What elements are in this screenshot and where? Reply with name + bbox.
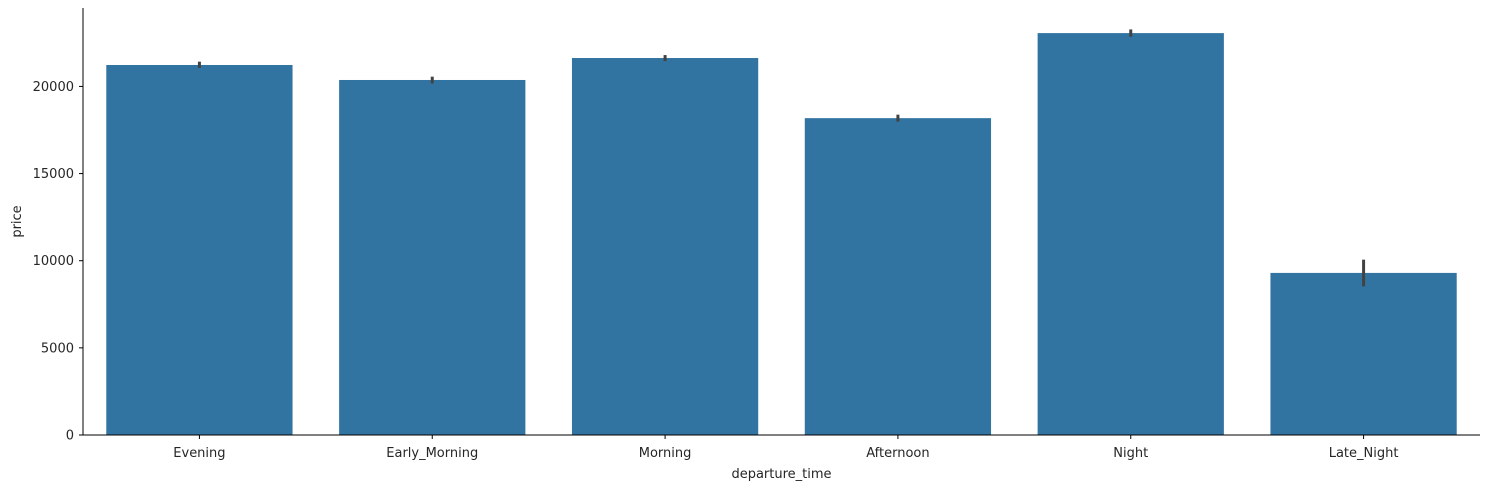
x-tick-label: Late_Night bbox=[1329, 446, 1399, 461]
bars-layer bbox=[106, 33, 1457, 436]
bar-afternoon bbox=[804, 118, 992, 436]
error-bars-layer bbox=[197, 29, 1366, 287]
y-tick-label: 20000 bbox=[33, 80, 74, 95]
x-axis-label: departure_time bbox=[731, 467, 831, 482]
y-tick-label: 10000 bbox=[33, 254, 74, 269]
x-tick-label: Early_Morning bbox=[386, 446, 478, 461]
axes-layer bbox=[82, 8, 1480, 436]
x-tick-label: Evening bbox=[173, 446, 225, 461]
y-ticks: 0 5000 10000 15000 20000 bbox=[33, 80, 83, 444]
x-tick-label: Afternoon bbox=[866, 446, 929, 461]
x-ticks: Evening Early_Morning Morning Afternoon Nigh… bbox=[173, 435, 1398, 461]
y-tick-label: 0 bbox=[66, 429, 74, 444]
bar-night bbox=[1037, 33, 1224, 436]
y-tick-label: 5000 bbox=[41, 341, 74, 356]
bar-late-night bbox=[1270, 272, 1457, 435]
x-tick-label: Morning bbox=[639, 446, 692, 461]
bar-early-morning bbox=[339, 79, 526, 435]
bar-evening bbox=[106, 64, 293, 436]
y-axis-label: price bbox=[10, 205, 25, 237]
y-tick-label: 15000 bbox=[33, 167, 74, 182]
x-tick-label: Night bbox=[1113, 446, 1148, 461]
bar-morning bbox=[571, 58, 759, 436]
